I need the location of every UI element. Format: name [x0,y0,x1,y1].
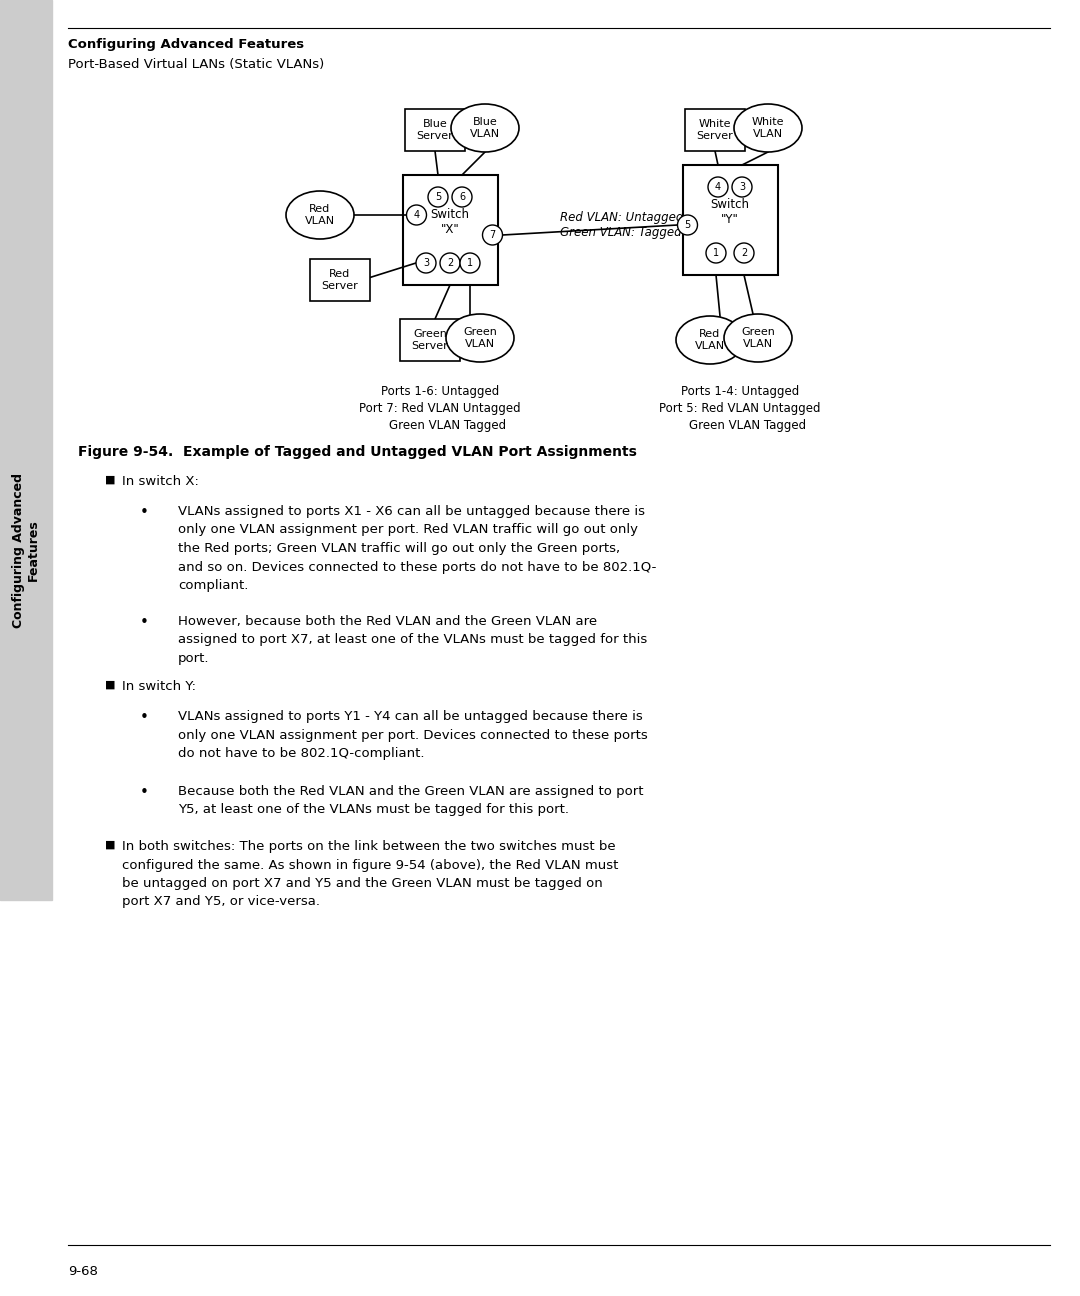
Circle shape [440,253,460,273]
Text: 5: 5 [685,220,690,229]
Text: Red
Server: Red Server [322,268,359,292]
Ellipse shape [676,316,744,364]
Text: Switch
"X": Switch "X" [431,207,470,236]
Circle shape [732,178,752,197]
Text: •: • [140,505,149,520]
Circle shape [428,187,448,207]
Text: •: • [140,616,149,630]
Text: Because both the Red VLAN and the Green VLAN are assigned to port
Y5, at least o: Because both the Red VLAN and the Green … [178,785,644,816]
Text: Green
Server: Green Server [411,329,448,351]
Ellipse shape [724,314,792,362]
Text: However, because both the Red VLAN and the Green VLAN are
assigned to port X7, a: However, because both the Red VLAN and t… [178,616,647,665]
Bar [310,259,370,301]
Text: Red VLAN: Untagged
Green VLAN: Tagged: Red VLAN: Untagged Green VLAN: Tagged [561,211,684,238]
Text: Ports 1-4: Untagged
Port 5: Red VLAN Untagged
    Green VLAN Tagged: Ports 1-4: Untagged Port 5: Red VLAN Unt… [659,385,821,432]
Text: ■: ■ [105,476,116,485]
Text: Red
VLAN: Red VLAN [694,329,725,351]
Text: ■: ■ [105,840,116,850]
Text: •: • [140,710,149,724]
Bar [683,165,778,275]
Circle shape [708,178,728,197]
Circle shape [453,187,472,207]
Bar [685,109,745,152]
Text: In switch X:: In switch X: [122,476,199,489]
Text: 1: 1 [467,258,473,268]
Text: 6: 6 [459,192,465,202]
Text: ■: ■ [105,680,116,689]
Text: Red
VLAN: Red VLAN [305,203,335,227]
Text: 3: 3 [423,258,429,268]
Ellipse shape [734,104,802,152]
Circle shape [483,226,502,245]
Text: White
Server: White Server [697,119,733,141]
Text: 4: 4 [414,210,419,220]
Text: Configuring Advanced
Features: Configuring Advanced Features [12,473,40,627]
Text: 2: 2 [447,258,454,268]
Bar [0,0,52,899]
Text: Ports 1-6: Untagged
Port 7: Red VLAN Untagged
    Green VLAN Tagged: Ports 1-6: Untagged Port 7: Red VLAN Unt… [360,385,521,432]
Text: VLANs assigned to ports Y1 - Y4 can all be untagged because there is
only one VL: VLANs assigned to ports Y1 - Y4 can all … [178,710,648,759]
Circle shape [416,253,436,273]
Text: Configuring Advanced Features: Configuring Advanced Features [68,38,305,51]
Text: Figure 9-54.  Example of Tagged and Untagged VLAN Port Assignments: Figure 9-54. Example of Tagged and Untag… [78,445,637,459]
Text: Switch
"Y": Switch "Y" [711,198,750,226]
Text: VLANs assigned to ports X1 - X6 can all be untagged because there is
only one VL: VLANs assigned to ports X1 - X6 can all … [178,505,657,592]
Ellipse shape [451,104,519,152]
Text: 1: 1 [713,248,719,258]
Circle shape [734,244,754,263]
Circle shape [706,244,726,263]
Bar [400,319,460,362]
Text: 5: 5 [435,192,441,202]
Text: Port-Based Virtual LANs (Static VLANs): Port-Based Virtual LANs (Static VLANs) [68,58,324,71]
Text: 4: 4 [715,181,721,192]
Ellipse shape [446,314,514,362]
Text: Blue
Server: Blue Server [417,119,454,141]
Circle shape [460,253,480,273]
Text: 9-68: 9-68 [68,1265,98,1278]
Text: White
VLAN: White VLAN [752,117,784,139]
Text: •: • [140,785,149,800]
Text: In both switches: The ports on the link between the two switches must be
configu: In both switches: The ports on the link … [122,840,619,908]
Text: In switch Y:: In switch Y: [122,680,195,693]
Text: Green
VLAN: Green VLAN [463,327,497,349]
Text: 2: 2 [741,248,747,258]
Circle shape [677,215,698,235]
Ellipse shape [286,191,354,238]
Text: 3: 3 [739,181,745,192]
Bar [405,109,465,152]
Text: 7: 7 [489,229,496,240]
Text: Blue
VLAN: Blue VLAN [470,117,500,139]
Text: Green
VLAN: Green VLAN [741,327,775,349]
Circle shape [406,205,427,226]
Bar [403,175,498,285]
